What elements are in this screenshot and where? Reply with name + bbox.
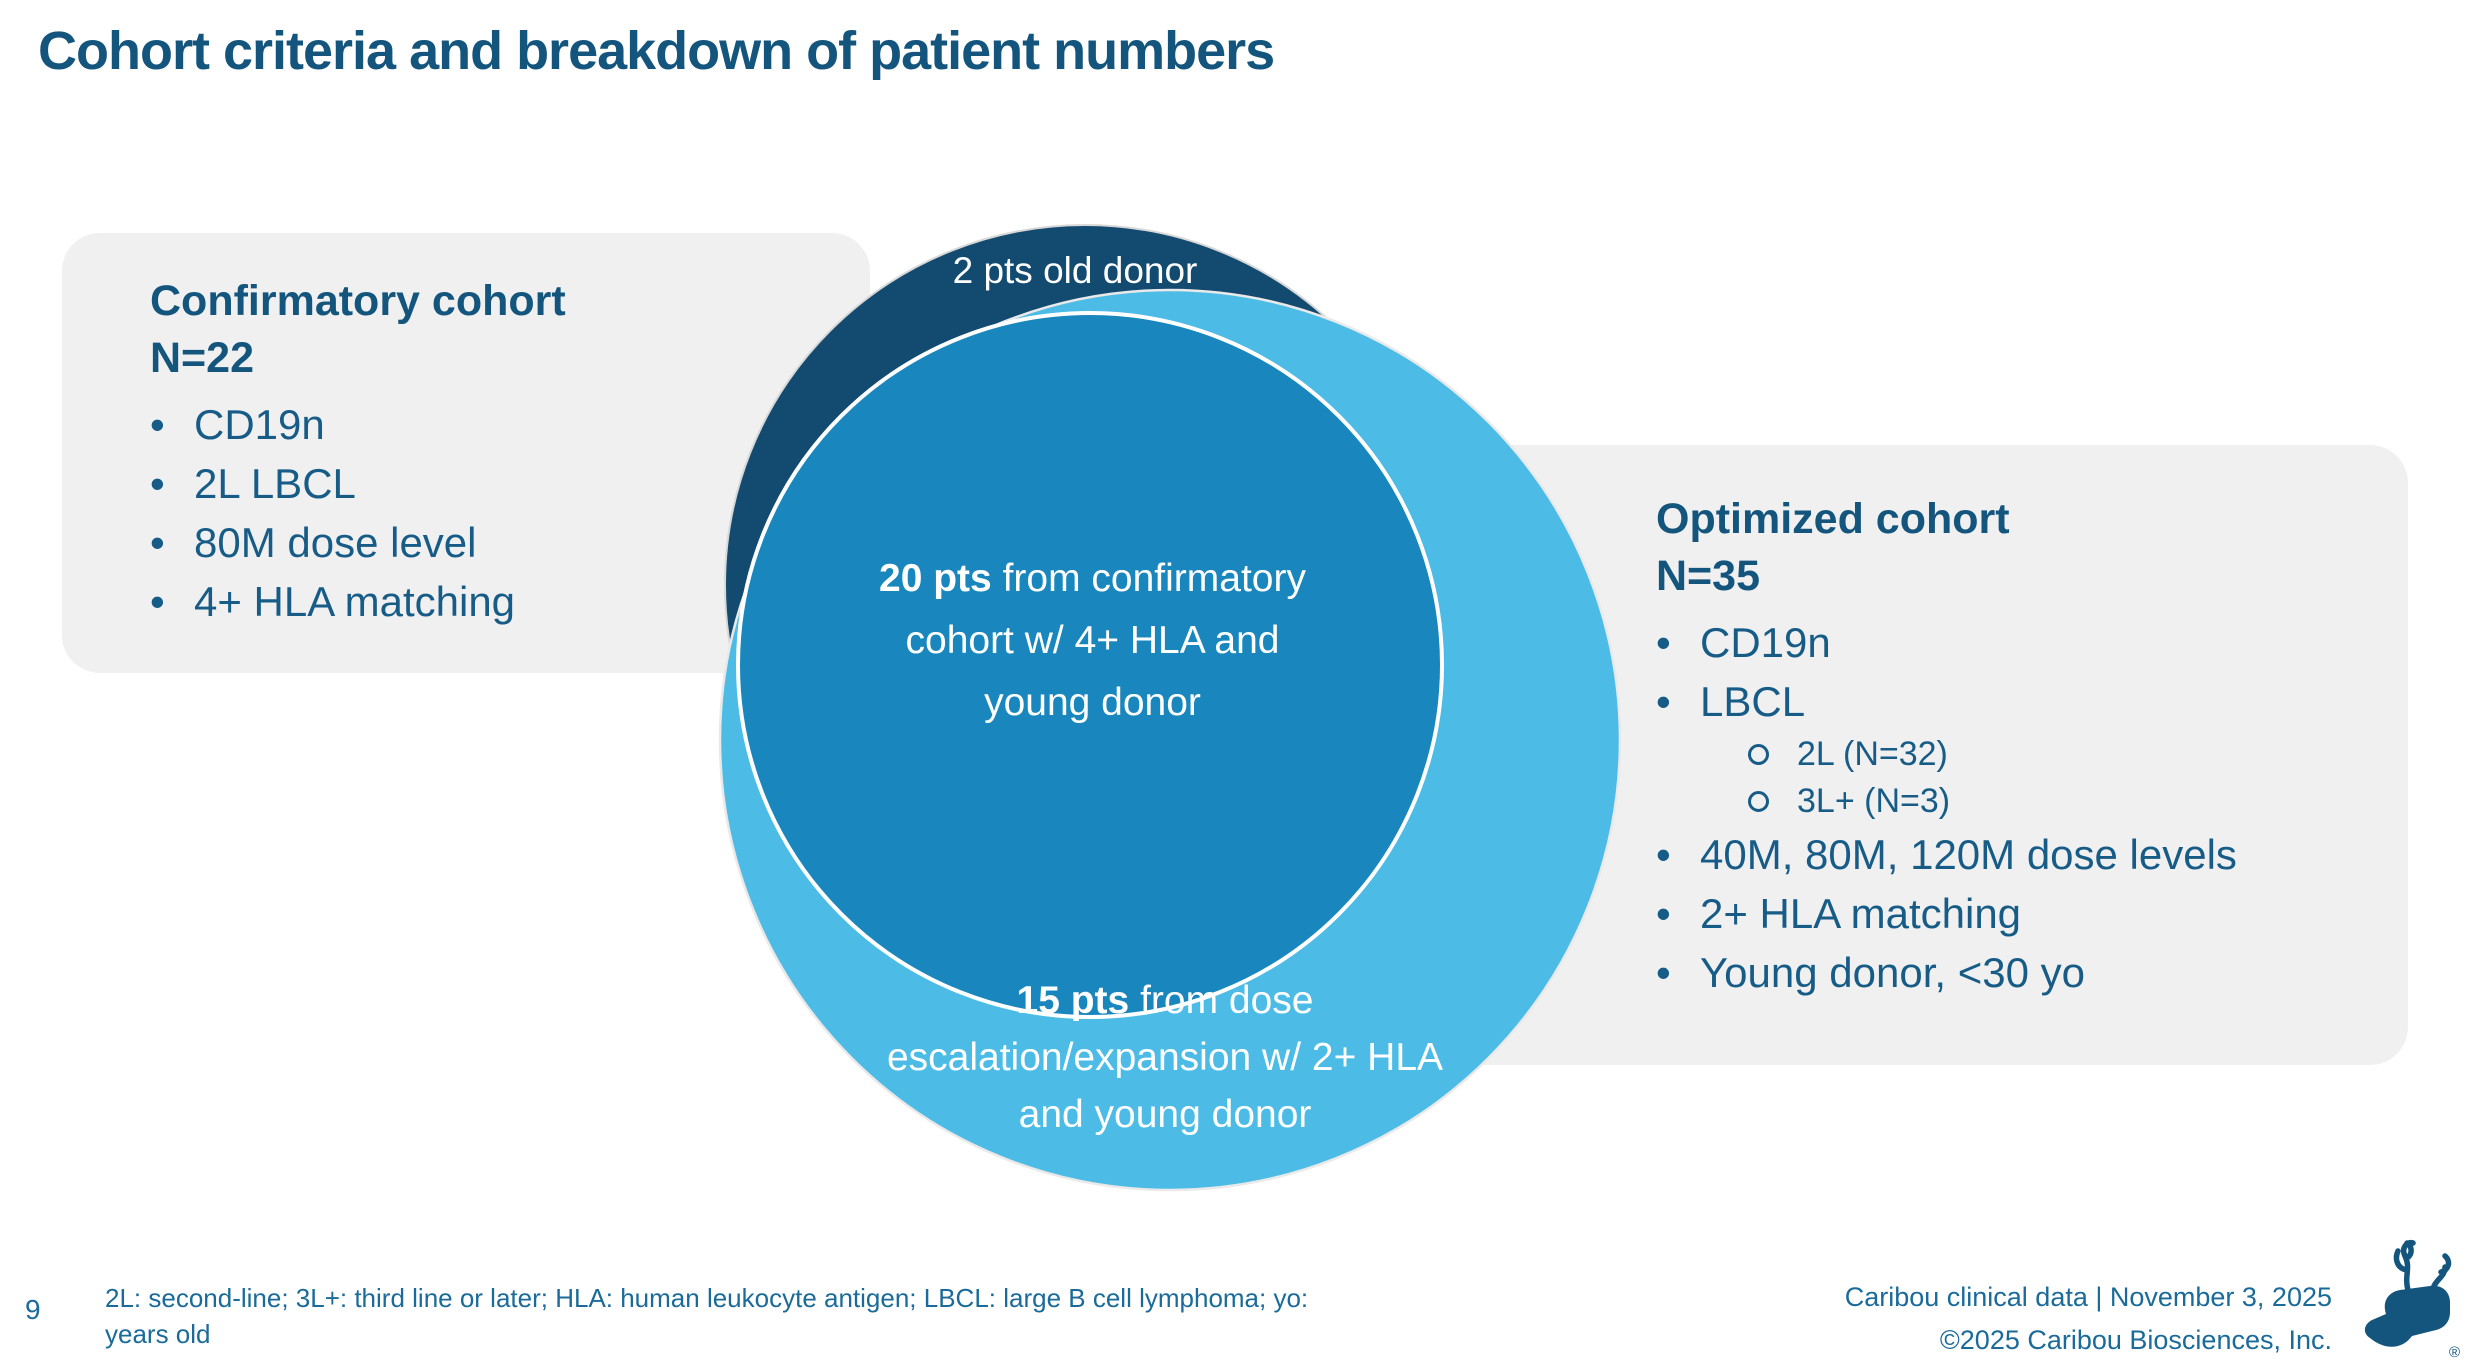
list-item: • CD19n	[150, 395, 810, 454]
registered-trademark: ®	[2448, 1344, 2460, 1361]
footer-credits: Caribou clinical data | November 3, 2025…	[1845, 1276, 2332, 1362]
bullet-text: LBCL	[1700, 678, 1806, 725]
bullet-icon: •	[1656, 890, 1671, 937]
confirmatory-overlap-circle	[736, 311, 1444, 1019]
bullet-icon: •	[1656, 949, 1671, 996]
page-title: Cohort criteria and breakdown of patient…	[38, 21, 1275, 81]
bullet-text: 2L LBCL	[194, 460, 356, 507]
overlap-text: from confirmatory cohort w/ 4+ HLA and y…	[905, 557, 1306, 724]
list-item: • 2+ HLA matching	[1656, 884, 2396, 943]
credit-line-1: Caribou clinical data | November 3, 2025	[1844, 1282, 2332, 1312]
bullet-icon: •	[1656, 678, 1671, 725]
bullet-text: CD19n	[1700, 619, 1831, 666]
optimized-cohort-heading: Optimized cohort	[1656, 495, 2010, 543]
bullet-text: 2+ HLA matching	[1700, 890, 2022, 937]
overlap-count: 20 pts	[879, 557, 992, 600]
footnote: 2L: second-line; 3L+: third line or late…	[105, 1283, 1309, 1349]
list-item: • 4+ HLA matching	[150, 572, 810, 631]
list-item: • LBCL	[1656, 672, 2396, 731]
escalation-label: 15 pts from dose escalation/expansion w/…	[875, 972, 1455, 1143]
list-item: • 80M dose level	[150, 513, 810, 572]
sub-bullet-text: 3L+ (N=3)	[1797, 782, 1951, 820]
optimized-cohort-bullets: • CD19n • LBCL 2L (N=32) 3L+ (N=3) •	[1656, 613, 2396, 1002]
bullet-text: 4+ HLA matching	[194, 578, 516, 625]
sub-bullet-text: 2L (N=32)	[1797, 735, 1948, 773]
list-item: • 40M, 80M, 120M dose levels	[1656, 825, 2396, 884]
overlap-label: 20 pts from confirmatory cohort w/ 4+ HL…	[860, 548, 1325, 734]
confirmatory-cohort-n: N=22	[150, 334, 254, 382]
bullet-text: 80M dose level	[194, 519, 477, 566]
sub-list-item: 2L (N=32)	[1748, 731, 2396, 778]
list-item: • CD19n	[1656, 613, 2396, 672]
caribou-logo-icon	[2364, 1239, 2452, 1347]
credit-line-2: ©2025 Caribou Biosciences, Inc.	[1939, 1325, 2332, 1355]
old-donor-label: 2 pts old donor	[855, 250, 1295, 292]
open-circle-bullet-icon	[1748, 791, 1769, 812]
escalation-text: from dose escalation/expansion w/ 2+ HLA…	[886, 979, 1444, 1136]
bullet-text: Young donor, <30 yo	[1700, 949, 2085, 996]
bullet-icon: •	[150, 401, 165, 448]
bullet-icon: •	[150, 519, 165, 566]
open-circle-bullet-icon	[1748, 744, 1769, 765]
bullet-icon: •	[1656, 831, 1671, 878]
confirmatory-cohort-heading: Confirmatory cohort	[150, 277, 566, 325]
escalation-count: 15 pts	[1016, 979, 1130, 1022]
bullet-icon: •	[1656, 619, 1671, 666]
optimized-cohort-content: Optimized cohort N=35 • CD19n • LBCL 2L …	[1656, 491, 2396, 1002]
caribou-head	[2364, 1285, 2450, 1347]
bullet-icon: •	[150, 578, 165, 625]
old-donor-label-text: 2 pts old donor	[952, 250, 1198, 291]
list-item: • Young donor, <30 yo	[1656, 943, 2396, 1002]
sub-list-item: 3L+ (N=3)	[1748, 778, 2396, 825]
bullet-icon: •	[150, 460, 165, 507]
bullet-text: CD19n	[194, 401, 325, 448]
confirmatory-cohort-bullets: • CD19n • 2L LBCL • 80M dose level • 4+ …	[150, 395, 810, 631]
bullet-text: 40M, 80M, 120M dose levels	[1700, 831, 2237, 878]
optimized-cohort-n: N=35	[1656, 552, 1760, 600]
list-item: • 2L LBCL	[150, 454, 810, 513]
confirmatory-cohort-content: Confirmatory cohort N=22 • CD19n • 2L LB…	[150, 273, 810, 631]
page-number: 9	[25, 1294, 41, 1325]
